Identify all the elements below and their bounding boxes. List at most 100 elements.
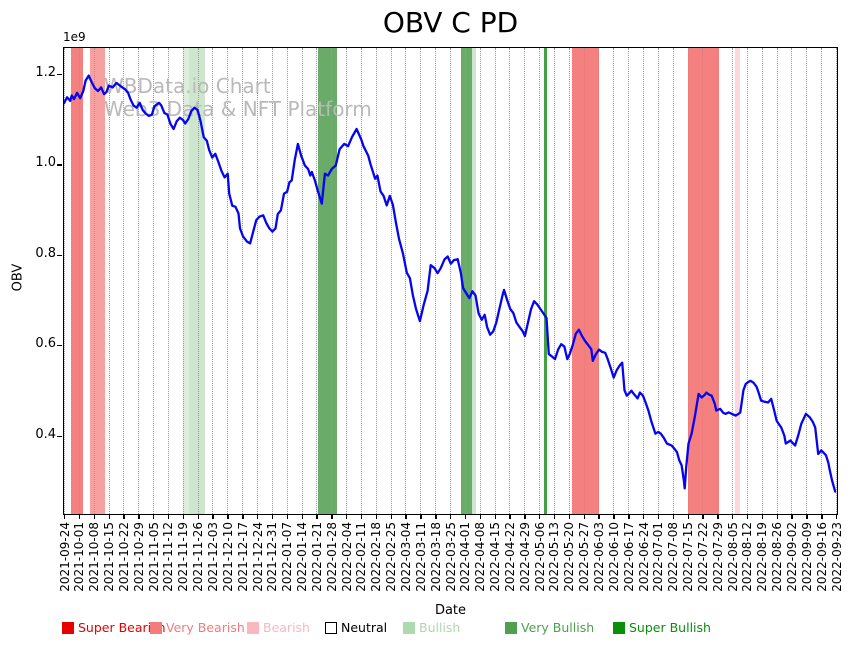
- x-tick-label: 2022-05-20: [562, 522, 577, 592]
- x-tick-mark: [598, 514, 600, 519]
- signal-band-very_bullish: [461, 48, 473, 514]
- x-tick-mark: [450, 514, 452, 519]
- legend-label-bullish: Bullish: [419, 620, 461, 635]
- grid-line: [93, 48, 95, 514]
- signal-band-very_bearish: [572, 48, 599, 514]
- x-tick-mark: [390, 514, 392, 519]
- x-tick-mark: [375, 514, 378, 519]
- x-tick-label: 2021-11-12: [161, 522, 176, 592]
- x-tick-mark: [583, 514, 585, 519]
- x-tick-label: 2021-11-05: [146, 522, 161, 592]
- legend-swatch-super-bearish: [62, 622, 74, 634]
- x-tick-label: 2021-12-03: [205, 522, 220, 592]
- grid-line: [123, 48, 125, 514]
- grid-line: [316, 48, 318, 514]
- grid-line: [836, 48, 837, 514]
- signal-band-very_bullish_thin: [544, 48, 548, 514]
- grid-line: [553, 48, 555, 514]
- x-tick-label: 2021-10-29: [131, 522, 146, 592]
- y-tick-label: 1.0: [35, 155, 56, 171]
- x-tick-mark: [182, 514, 185, 519]
- legend-swatch-very-bullish: [505, 622, 517, 634]
- grid-line: [672, 48, 674, 514]
- x-tick-mark: [836, 514, 838, 519]
- x-tick-mark: [509, 514, 511, 519]
- x-tick-mark: [776, 514, 778, 519]
- x-tick-mark: [405, 514, 407, 519]
- x-tick-mark: [93, 514, 96, 519]
- grid-line: [806, 48, 808, 514]
- y-tick-label: 0.8: [35, 245, 56, 261]
- x-tick-label: 2022-07-08: [666, 522, 681, 592]
- x-tick-label: 2022-09-23: [829, 522, 844, 592]
- y-tick-mark: [57, 345, 62, 347]
- x-tick-mark: [257, 514, 259, 519]
- x-tick-mark: [628, 514, 630, 519]
- grid-line: [687, 48, 689, 514]
- grid-line: [613, 48, 615, 514]
- x-tick-mark: [242, 514, 244, 519]
- y-axis-offset-label: 1e9: [63, 30, 86, 44]
- grid-line: [271, 48, 273, 514]
- y-tick-label: 1.2: [35, 64, 56, 80]
- grid-line: [257, 48, 258, 514]
- x-tick-mark: [568, 514, 571, 519]
- x-tick-label: 2022-06-24: [636, 522, 651, 592]
- x-tick-label: 2022-02-25: [384, 522, 399, 592]
- x-tick-label: 2022-03-25: [443, 522, 458, 592]
- x-tick-mark: [301, 514, 303, 519]
- x-tick-mark: [539, 514, 541, 519]
- x-tick-mark: [524, 514, 526, 519]
- x-tick-mark: [138, 514, 140, 519]
- watermark-line1: WBData.io Chart: [104, 74, 271, 98]
- x-tick-mark: [806, 514, 808, 519]
- signal-band-very_bearish: [687, 48, 720, 514]
- x-tick-mark: [64, 514, 66, 519]
- x-tick-label: 2022-05-13: [547, 522, 562, 592]
- x-tick-label: 2022-02-04: [339, 522, 354, 592]
- x-tick-mark: [331, 514, 333, 519]
- x-tick-mark: [687, 514, 689, 519]
- grid-line: [227, 48, 229, 514]
- grid-line: [717, 48, 719, 514]
- signal-band-bearish_thin: [735, 48, 741, 514]
- x-tick-mark: [271, 514, 274, 519]
- legend-label-super-bearish: Super Bearish: [78, 620, 166, 635]
- y-tick-mark: [57, 254, 62, 257]
- grid-line: [301, 48, 303, 514]
- x-tick-label: 2022-04-29: [517, 522, 532, 592]
- x-tick-mark: [821, 514, 823, 519]
- x-tick-mark: [553, 514, 556, 519]
- grid-line: [360, 48, 362, 514]
- signal-band-bearish: [89, 48, 105, 514]
- x-tick-mark: [420, 514, 422, 519]
- y-axis-title: OBV: [10, 263, 26, 292]
- grid-line: [776, 48, 778, 514]
- x-tick-mark: [494, 514, 496, 519]
- legend-swatch-neutral: [325, 622, 337, 634]
- x-tick-mark: [435, 514, 437, 519]
- legend-swatch-bullish: [403, 622, 415, 634]
- legend-swatch-bearish: [247, 622, 259, 634]
- y-tick-mark: [57, 435, 62, 437]
- grid-line: [108, 48, 110, 514]
- y-tick-mark: [57, 164, 62, 166]
- x-tick-mark: [657, 514, 660, 519]
- x-tick-label: 2022-03-11: [413, 522, 428, 592]
- x-tick-mark: [153, 514, 155, 519]
- x-tick-mark: [360, 514, 363, 519]
- x-tick-label: 2021-12-24: [250, 522, 265, 592]
- grid-line: [64, 48, 65, 514]
- grid-line: [821, 48, 823, 514]
- x-tick-label: 2021-09-24: [57, 522, 72, 592]
- x-tick-label: 2022-03-18: [428, 522, 443, 592]
- x-tick-mark: [702, 514, 704, 519]
- x-tick-label: 2022-08-05: [725, 522, 740, 592]
- grid-line: [761, 48, 763, 514]
- x-tick-label: 2021-11-26: [191, 522, 206, 592]
- x-tick-mark: [791, 514, 793, 519]
- x-tick-label: 2022-07-01: [651, 522, 666, 592]
- grid-line: [732, 48, 734, 514]
- legend-label-very-bearish: Very Bearish: [166, 620, 245, 635]
